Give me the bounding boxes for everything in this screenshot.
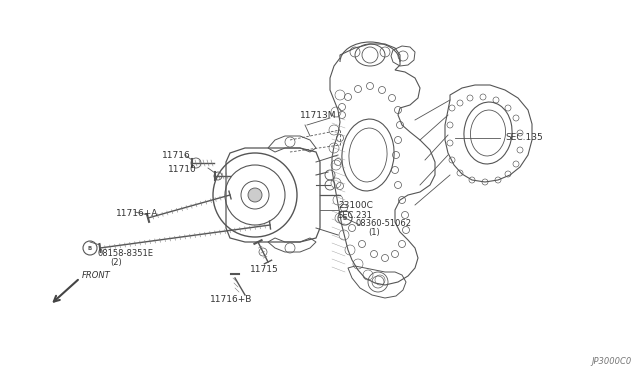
Text: 11715: 11715: [250, 266, 279, 275]
Circle shape: [83, 241, 97, 255]
Text: 11716+A: 11716+A: [116, 208, 158, 218]
Text: FRONT: FRONT: [82, 270, 111, 279]
Text: 11710: 11710: [168, 166, 196, 174]
Text: 08158-8351E: 08158-8351E: [98, 248, 154, 257]
Text: SEC.135: SEC.135: [505, 134, 543, 142]
Text: B: B: [88, 246, 92, 250]
Text: (1): (1): [368, 228, 380, 237]
Text: 08360-51062: 08360-51062: [355, 218, 411, 228]
Text: 23100C: 23100C: [338, 201, 373, 209]
Text: JP3000C0: JP3000C0: [592, 357, 632, 366]
Text: B: B: [343, 215, 347, 221]
Text: 11716: 11716: [162, 151, 191, 160]
Circle shape: [338, 211, 352, 225]
Text: (2): (2): [110, 259, 122, 267]
Text: 11713M: 11713M: [300, 112, 337, 121]
Text: SEC.231: SEC.231: [338, 211, 373, 219]
Text: 11716+B: 11716+B: [210, 295, 252, 305]
Circle shape: [248, 188, 262, 202]
